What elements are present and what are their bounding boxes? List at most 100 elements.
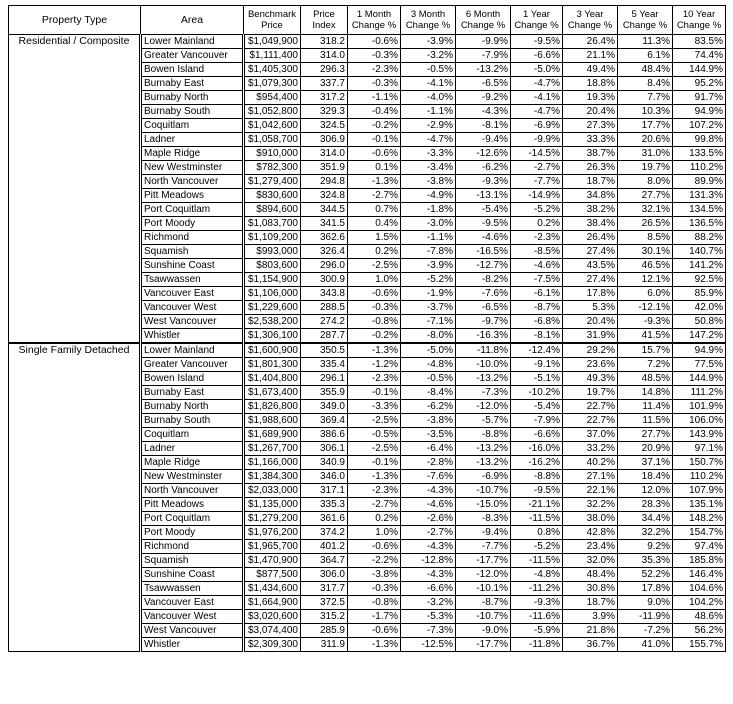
data-cell: -14.5% bbox=[510, 146, 563, 161]
area-name: North Vancouver bbox=[139, 174, 244, 189]
data-cell: 38.2% bbox=[562, 202, 618, 217]
data-cell: -9.5% bbox=[455, 216, 511, 231]
data-cell: $1,384,300 bbox=[242, 469, 301, 484]
data-cell: 42.0% bbox=[672, 300, 726, 315]
data-cell: -9.7% bbox=[455, 314, 511, 329]
data-cell: 111.2% bbox=[672, 385, 726, 400]
data-cell: 133.5% bbox=[672, 146, 726, 161]
data-cell: 144.9% bbox=[672, 62, 726, 77]
data-cell: 20.4% bbox=[562, 314, 618, 329]
data-cell: 0.8% bbox=[510, 525, 563, 540]
area-name: Vancouver East bbox=[139, 595, 244, 610]
area-name: Burnaby East bbox=[139, 76, 244, 91]
area-name: Burnaby North bbox=[139, 90, 244, 105]
data-cell: -12.4% bbox=[510, 342, 563, 358]
data-cell: 306.0 bbox=[300, 567, 348, 582]
data-cell: $1,042,600 bbox=[242, 118, 301, 133]
data-cell: -4.3% bbox=[455, 104, 511, 119]
data-cell: -6.1% bbox=[510, 286, 563, 301]
data-cell: 23.6% bbox=[562, 357, 618, 372]
data-cell: 29.2% bbox=[562, 342, 618, 358]
data-cell: -13.1% bbox=[455, 188, 511, 203]
data-cell: 306.1 bbox=[300, 441, 348, 456]
area-name: Maple Ridge bbox=[139, 455, 244, 470]
data-cell: 94.9% bbox=[672, 342, 726, 358]
data-cell: 17.8% bbox=[562, 286, 618, 301]
data-cell: 311.9 bbox=[300, 637, 348, 652]
data-cell: 33.3% bbox=[562, 132, 618, 147]
data-cell: -13.2% bbox=[455, 62, 511, 77]
data-cell: -12.7% bbox=[455, 258, 511, 273]
data-cell: 88.2% bbox=[672, 230, 726, 245]
data-cell: -5.2% bbox=[510, 202, 563, 217]
data-cell: -9.3% bbox=[617, 314, 673, 329]
data-cell: 14.8% bbox=[617, 385, 673, 400]
data-cell: -0.5% bbox=[400, 371, 456, 386]
data-cell: 22.7% bbox=[562, 399, 618, 414]
data-cell: -4.6% bbox=[400, 497, 456, 512]
data-cell: 8.5% bbox=[617, 230, 673, 245]
data-cell: 317.2 bbox=[300, 90, 348, 105]
data-cell: 0.4% bbox=[347, 216, 401, 231]
data-cell: -5.0% bbox=[510, 62, 563, 77]
data-cell: 26.4% bbox=[562, 230, 618, 245]
data-cell: 150.7% bbox=[672, 455, 726, 470]
data-cell: 30.1% bbox=[617, 244, 673, 259]
data-cell: 0.1% bbox=[347, 160, 401, 175]
data-cell: 43.5% bbox=[562, 258, 618, 273]
area-name: Port Coquitlam bbox=[139, 202, 244, 217]
data-row: Burnaby East $1,673,400 355.9 -0.1% -8.4% -7.… bbox=[9, 385, 726, 400]
data-row: Pitt Meadows $1,135,000 335.3 -2.7% -4.6% -15… bbox=[9, 497, 726, 512]
data-cell: 314.0 bbox=[300, 146, 348, 161]
data-cell: -1.3% bbox=[347, 174, 401, 189]
data-cell: 21.1% bbox=[562, 48, 618, 63]
data-cell: 364.7 bbox=[300, 553, 348, 568]
data-cell: 28.3% bbox=[617, 497, 673, 512]
data-cell: -6.5% bbox=[455, 300, 511, 315]
data-cell: $3,020,600 bbox=[242, 609, 301, 624]
data-cell: $1,965,700 bbox=[242, 539, 301, 554]
data-cell: -16.0% bbox=[510, 441, 563, 456]
data-cell: 34.4% bbox=[617, 511, 673, 526]
data-cell: -7.2% bbox=[617, 623, 673, 638]
data-cell: 329.3 bbox=[300, 104, 348, 119]
data-cell: 350.5 bbox=[300, 342, 348, 358]
data-cell: -2.5% bbox=[347, 441, 401, 456]
data-cell: -7.3% bbox=[400, 623, 456, 638]
data-cell: -17.7% bbox=[455, 637, 511, 652]
data-cell: 104.6% bbox=[672, 581, 726, 596]
data-cell: 287.7 bbox=[300, 328, 348, 344]
data-cell: 99.8% bbox=[672, 132, 726, 147]
data-cell: 294.8 bbox=[300, 174, 348, 189]
data-cell: 1.0% bbox=[347, 272, 401, 287]
column-header: 1 Month Change % bbox=[347, 5, 401, 35]
data-cell: 3.9% bbox=[562, 609, 618, 624]
data-cell: -0.6% bbox=[347, 146, 401, 161]
data-cell: 315.2 bbox=[300, 609, 348, 624]
data-cell: -3.9% bbox=[400, 258, 456, 273]
data-cell: $1,470,900 bbox=[242, 553, 301, 568]
data-cell: $1,229,600 bbox=[242, 300, 301, 315]
data-cell: 107.9% bbox=[672, 483, 726, 498]
data-cell: -2.7% bbox=[510, 160, 563, 175]
data-cell: -0.1% bbox=[347, 385, 401, 400]
data-cell: 27.1% bbox=[562, 469, 618, 484]
data-cell: -8.2% bbox=[455, 272, 511, 287]
data-cell: -1.8% bbox=[400, 202, 456, 217]
data-cell: -7.3% bbox=[455, 385, 511, 400]
data-cell: 134.5% bbox=[672, 202, 726, 217]
data-cell: 0.7% bbox=[347, 202, 401, 217]
data-cell: 26.5% bbox=[617, 216, 673, 231]
data-cell: -4.8% bbox=[400, 357, 456, 372]
area-name: Vancouver West bbox=[139, 300, 244, 315]
data-cell: -16.3% bbox=[455, 328, 511, 344]
data-row: Tsawwassen $1,434,600 317.7 -0.3% -6.6% -10.1… bbox=[9, 581, 726, 596]
data-cell: 94.9% bbox=[672, 104, 726, 119]
data-cell: 23.4% bbox=[562, 539, 618, 554]
data-cell: 38.7% bbox=[562, 146, 618, 161]
data-cell: -10.7% bbox=[455, 483, 511, 498]
area-name: New Westminster bbox=[139, 469, 244, 484]
data-cell: 17.7% bbox=[617, 118, 673, 133]
area-name: Greater Vancouver bbox=[139, 48, 244, 63]
data-cell: -12.8% bbox=[400, 553, 456, 568]
